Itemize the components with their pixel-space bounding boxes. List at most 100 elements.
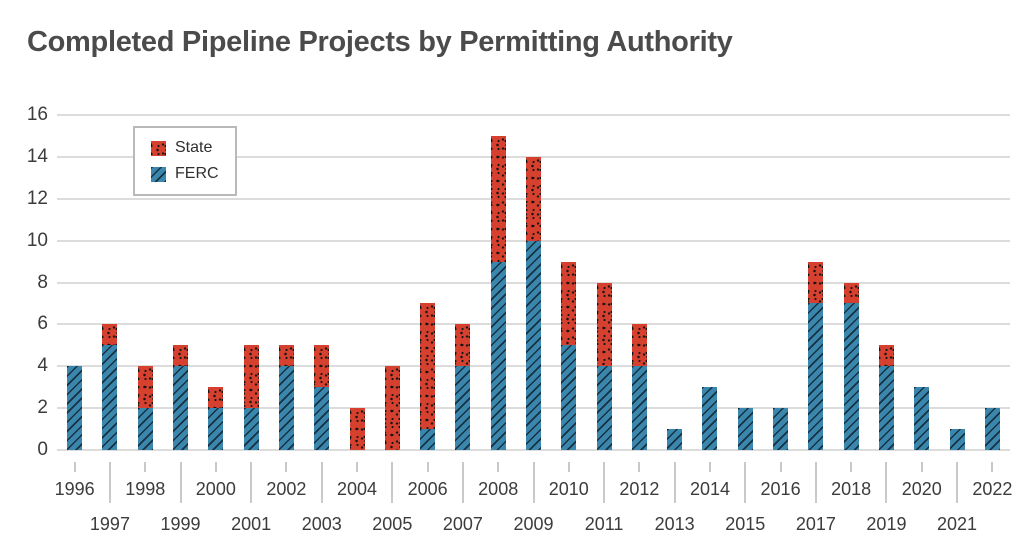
bar-segment-ferc-2007 — [455, 366, 471, 450]
x-tick-2020 — [920, 462, 923, 472]
bar-segment-state-1998 — [137, 366, 153, 409]
x-tick-2007 — [461, 462, 464, 503]
legend-label-ferc: FERC — [175, 165, 219, 182]
y-tick-label: 8 — [37, 271, 48, 293]
bar-segment-state-2012 — [631, 324, 647, 367]
bar-segment-ferc-2021 — [949, 429, 965, 450]
bar-segment-ferc-2011 — [596, 366, 612, 450]
bar-segment-state-2009 — [526, 156, 541, 241]
ferc-swatch-icon — [151, 166, 166, 182]
x-tick-2010 — [567, 462, 570, 472]
bar-segment-state-2019 — [878, 345, 894, 367]
x-tick-label-2014: 2014 — [689, 479, 730, 499]
bar-segment-ferc-1999 — [173, 366, 189, 450]
x-tick-label-2021: 2021 — [937, 514, 978, 534]
x-tick-1996 — [73, 462, 76, 472]
bar-segment-ferc-2020 — [914, 387, 930, 450]
legend-item-state: State — [151, 139, 235, 157]
x-tick-1997 — [108, 462, 111, 503]
gridline-y16 — [57, 114, 1010, 116]
x-tick-label-1999: 1999 — [160, 514, 201, 534]
x-tick-2011 — [603, 462, 606, 503]
bar-segment-ferc-2016 — [773, 408, 789, 450]
x-tick-2004 — [356, 462, 359, 472]
x-tick-label-2013: 2013 — [654, 514, 695, 534]
x-tick-2017 — [814, 462, 817, 503]
x-tick-label-2022: 2022 — [972, 479, 1013, 499]
y-tick-label: 4 — [37, 355, 48, 377]
bar-segment-ferc-2012 — [631, 366, 647, 450]
x-tick-1998 — [144, 462, 147, 472]
bar-segment-state-1997 — [102, 324, 118, 346]
x-tick-2005 — [391, 462, 394, 503]
x-tick-label-1998: 1998 — [125, 479, 166, 499]
bar-segment-ferc-2001 — [243, 408, 259, 450]
x-tick-label-2012: 2012 — [619, 479, 660, 499]
y-tick-label: 0 — [37, 439, 48, 460]
legend-label-state: State — [175, 139, 213, 156]
x-tick-2006 — [426, 462, 429, 472]
x-tick-2001 — [250, 462, 253, 503]
x-tick-2021 — [956, 462, 959, 503]
bar-segment-state-2005 — [384, 366, 400, 450]
bar-segment-ferc-2008 — [490, 261, 506, 450]
x-tick-label-2005: 2005 — [372, 514, 413, 534]
x-tick-label-2018: 2018 — [831, 479, 872, 499]
x-tick-label-2001: 2001 — [231, 514, 272, 534]
x-tick-2018 — [850, 462, 853, 472]
x-tick-label-1997: 1997 — [89, 514, 130, 534]
x-tick-label-2019: 2019 — [866, 514, 907, 534]
y-tick-label: 14 — [26, 145, 48, 167]
bar-segment-ferc-2003 — [314, 387, 330, 450]
x-tick-2000 — [214, 462, 217, 472]
y-tick-label: 16 — [26, 104, 48, 125]
bar-segment-state-2011 — [596, 282, 612, 367]
bar-segment-state-2006 — [420, 303, 436, 430]
x-tick-2014 — [708, 462, 711, 472]
x-tick-1999 — [179, 462, 182, 503]
x-tick-label-2008: 2008 — [478, 479, 519, 499]
x-tick-2009 — [532, 462, 535, 503]
x-tick-2002 — [285, 462, 288, 472]
bar-segment-ferc-2002 — [278, 366, 294, 450]
x-tick-2012 — [638, 462, 641, 472]
x-tick-2015 — [744, 462, 747, 503]
x-tick-label-2000: 2000 — [195, 479, 236, 499]
bar-segment-ferc-2013 — [667, 429, 683, 450]
x-tick-label-2003: 2003 — [301, 514, 342, 534]
x-tick-label-2015: 2015 — [725, 514, 766, 534]
x-tick-label-2010: 2010 — [548, 479, 589, 499]
x-tick-label-2020: 2020 — [901, 479, 942, 499]
bar-segment-state-2008 — [490, 135, 506, 262]
x-tick-2016 — [779, 462, 782, 472]
bar-segment-state-2018 — [843, 282, 859, 304]
legend-item-ferc: FERC — [151, 165, 235, 183]
chart-title: Completed Pipeline Projects by Permittin… — [27, 26, 733, 58]
bar-segment-state-2007 — [455, 324, 471, 367]
bar-segment-state-2000 — [208, 387, 224, 409]
x-tick-label-2009: 2009 — [513, 514, 554, 534]
bar-segment-state-1999 — [173, 345, 189, 367]
x-tick-2013 — [673, 462, 676, 503]
bar-segment-ferc-2014 — [702, 387, 718, 450]
bar-segment-ferc-2017 — [808, 303, 824, 450]
bar-segment-ferc-1997 — [102, 345, 118, 450]
bar-segment-state-2010 — [561, 261, 577, 346]
y-tick-label: 12 — [26, 187, 48, 209]
gridline-y0 — [57, 449, 1010, 451]
x-tick-label-2002: 2002 — [266, 479, 307, 499]
bar-segment-ferc-2022 — [984, 408, 1000, 450]
x-tick-2003 — [320, 462, 323, 503]
bar-segment-ferc-2000 — [208, 408, 224, 450]
bar-segment-state-2003 — [314, 345, 330, 388]
x-tick-label-2006: 2006 — [407, 479, 448, 499]
x-tick-2022 — [991, 462, 994, 472]
bar-segment-ferc-2019 — [878, 366, 894, 450]
bar-segment-state-2001 — [243, 345, 259, 409]
x-tick-label-2004: 2004 — [336, 479, 378, 499]
legend: State FERC — [133, 126, 237, 196]
x-tick-label-2016: 2016 — [760, 479, 801, 499]
bar-segment-ferc-2015 — [737, 408, 753, 450]
bar-segment-ferc-2009 — [526, 240, 541, 450]
